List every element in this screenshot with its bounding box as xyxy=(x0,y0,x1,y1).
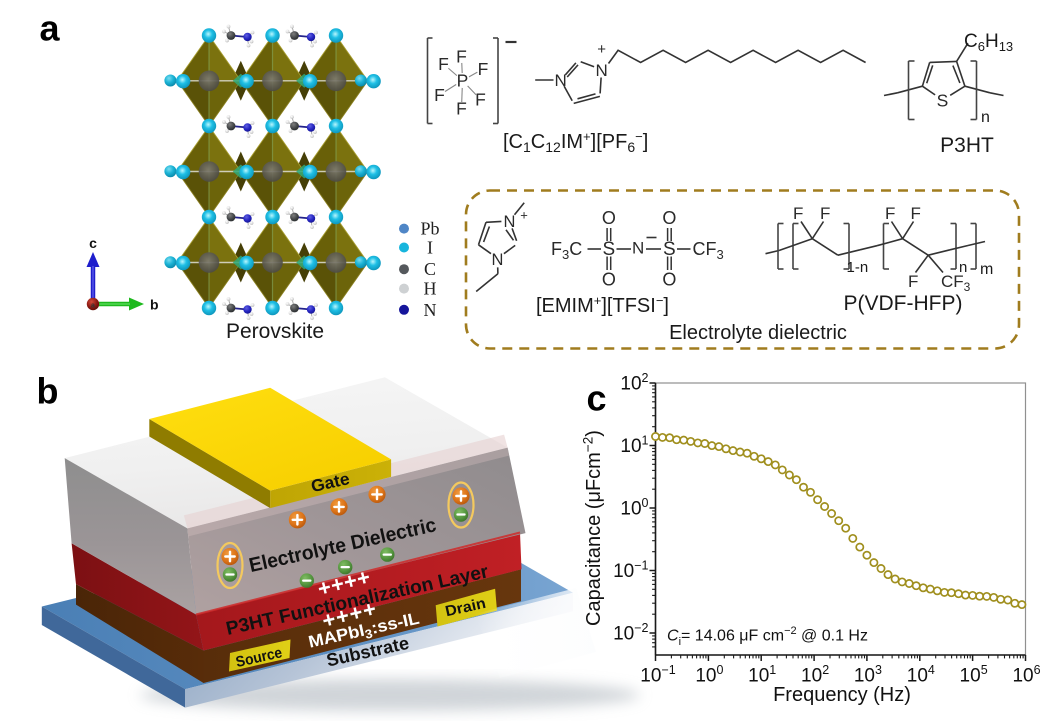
svg-text:+: + xyxy=(597,41,606,58)
svg-text:N: N xyxy=(424,300,437,320)
svg-text:101: 101 xyxy=(620,434,648,458)
svg-text:N: N xyxy=(555,71,567,90)
svg-text:+: + xyxy=(520,208,528,223)
svg-text:CF3​: CF3​ xyxy=(941,272,971,294)
svg-text:c: c xyxy=(89,235,97,251)
svg-text:N: N xyxy=(632,239,644,258)
svg-text:S: S xyxy=(603,239,616,260)
svg-text:Perovskite: Perovskite xyxy=(226,320,324,343)
svg-text:F: F xyxy=(885,204,895,223)
svg-text:N: N xyxy=(492,251,504,269)
svg-text:F: F xyxy=(820,204,830,223)
svg-text:b: b xyxy=(37,371,59,412)
svg-text:Electrolyte dielectric: Electrolyte dielectric xyxy=(669,322,847,344)
svg-text:+: + xyxy=(333,603,351,630)
svg-text:F: F xyxy=(438,54,449,74)
svg-text:102: 102 xyxy=(620,371,648,395)
svg-text:F: F xyxy=(475,90,486,110)
svg-text:P(VDF-HFP): P(VDF-HFP) xyxy=(844,292,963,315)
svg-text:Ci= 14.06 μF cm−2 @ 0.1 Hz: Ci= 14.06 μF cm−2 @ 0.1 Hz xyxy=(667,625,868,648)
svg-text:+: + xyxy=(354,564,372,591)
svg-text:F: F xyxy=(478,59,489,79)
svg-text:b: b xyxy=(150,297,159,313)
svg-text:F: F xyxy=(908,272,918,291)
svg-text:[EMIM+​][TFSI−​]: [EMIM+​][TFSI−​] xyxy=(536,293,669,317)
svg-text:I: I xyxy=(427,238,433,258)
svg-text:+: + xyxy=(360,596,378,623)
svg-text:Frequency (Hz): Frequency (Hz) xyxy=(773,684,911,706)
svg-text:101: 101 xyxy=(748,663,776,687)
svg-text:Capacitance (μFcm−2): Capacitance (μFcm−2) xyxy=(581,430,606,626)
svg-text:O: O xyxy=(602,208,616,228)
svg-text:O: O xyxy=(602,270,616,290)
svg-text:Pb: Pb xyxy=(420,219,439,239)
svg-text:+: + xyxy=(341,567,359,594)
svg-text:P3HT: P3HT xyxy=(940,134,994,157)
svg-text:102: 102 xyxy=(801,663,829,687)
svg-text:+: + xyxy=(320,606,338,633)
svg-text:N: N xyxy=(503,213,515,231)
svg-text:+: + xyxy=(347,599,365,626)
svg-text:F: F xyxy=(456,47,467,67)
svg-text:+: + xyxy=(328,571,346,598)
svg-text:F: F xyxy=(911,204,921,223)
svg-text:CF3​: CF3​ xyxy=(693,239,724,262)
svg-text:O: O xyxy=(662,208,676,228)
svg-text:a: a xyxy=(40,8,61,49)
svg-text:S: S xyxy=(937,91,949,111)
svg-text:+: + xyxy=(315,574,333,601)
svg-text:105: 105 xyxy=(960,663,988,687)
svg-text:1-n: 1-n xyxy=(847,259,869,276)
svg-text:C: C xyxy=(424,259,436,279)
svg-text:F3​C: F3​C xyxy=(551,239,582,262)
svg-text:P: P xyxy=(457,71,469,91)
svg-text:N: N xyxy=(595,61,607,80)
svg-text:H: H xyxy=(424,279,437,299)
svg-text:F: F xyxy=(793,204,803,223)
svg-text:104: 104 xyxy=(907,663,935,687)
svg-text:S: S xyxy=(663,239,676,260)
svg-text:F: F xyxy=(456,99,467,119)
svg-text:n: n xyxy=(981,109,990,126)
svg-text:m: m xyxy=(980,261,993,278)
svg-text:F: F xyxy=(434,85,445,105)
svg-text:n: n xyxy=(959,259,967,276)
svg-text:O: O xyxy=(662,270,676,290)
svg-text:100: 100 xyxy=(695,663,723,687)
svg-text:a: a xyxy=(91,303,95,310)
svg-text:103: 103 xyxy=(854,663,882,687)
svg-text:c: c xyxy=(587,378,607,419)
svg-text:100: 100 xyxy=(620,496,648,520)
svg-text:106: 106 xyxy=(1012,663,1040,687)
